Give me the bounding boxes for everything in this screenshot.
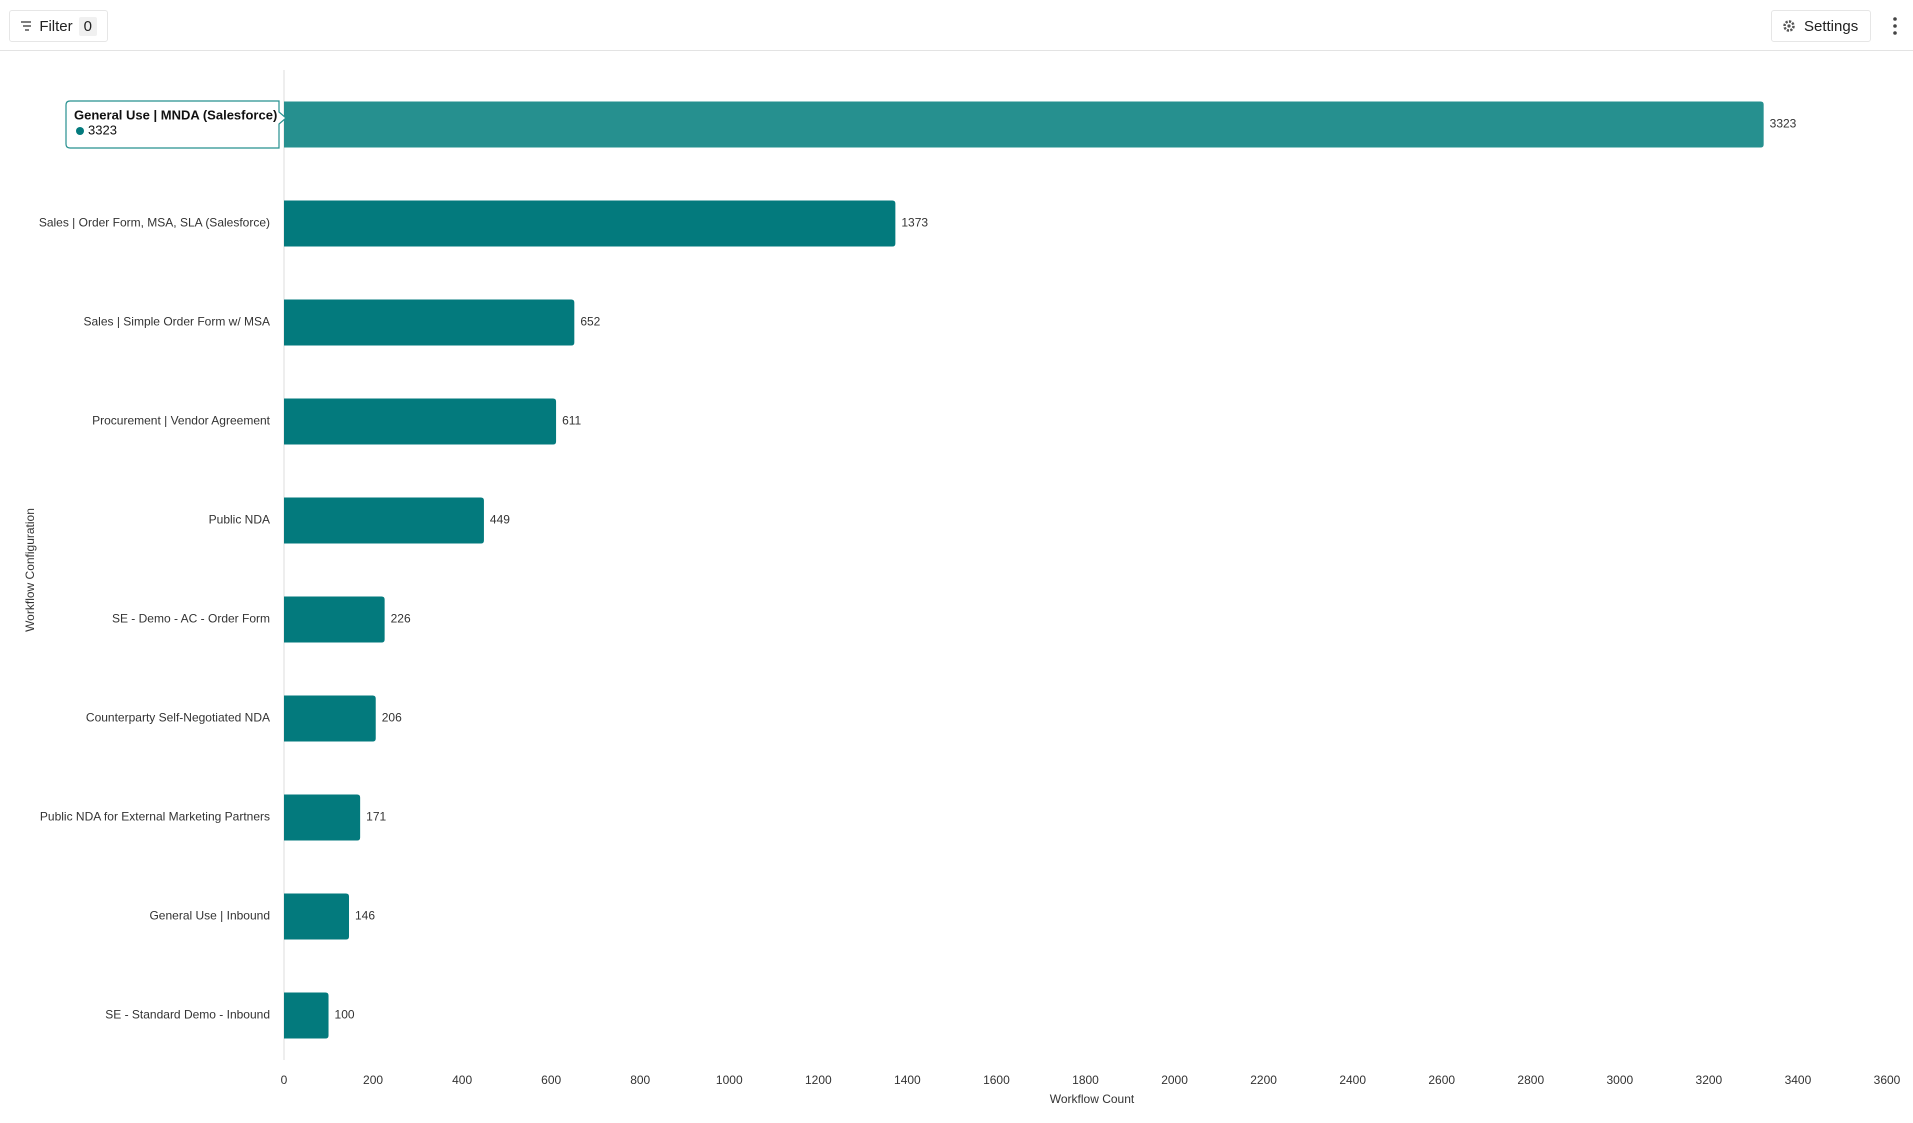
bar (284, 596, 385, 643)
y-axis-title: Workflow Configuration (23, 508, 37, 632)
value-label: 449 (490, 513, 510, 527)
y-tick-label: Sales | Simple Order Form w/ MSA (84, 315, 271, 329)
x-tick-label: 3000 (1606, 1073, 1633, 1087)
x-tick-label: 2600 (1428, 1073, 1455, 1087)
value-label: 611 (562, 414, 581, 428)
x-tick-label: 1800 (1072, 1073, 1099, 1087)
value-label: 3323 (1770, 117, 1797, 131)
bar (284, 695, 376, 742)
bar (284, 893, 350, 940)
x-tick-label: 1600 (983, 1073, 1010, 1087)
y-tick-label: Sales | Order Form, MSA, SLA (Salesforce… (39, 216, 270, 230)
x-tick-label: 2400 (1339, 1073, 1366, 1087)
y-tick-label: SE - Demo - AC - Order Form (112, 612, 270, 626)
x-tick-label: 3200 (1696, 1073, 1723, 1087)
value-label: 652 (580, 315, 600, 329)
tooltip-value: 3323 (88, 122, 117, 137)
filter-button[interactable]: Filter 0 (9, 10, 108, 42)
x-tick-label: 400 (452, 1073, 472, 1087)
x-tick-label: 1200 (805, 1073, 832, 1087)
x-tick-label: 3600 (1874, 1073, 1901, 1087)
x-tick-label: 200 (363, 1073, 383, 1087)
y-tick-label: General Use | Inbound (149, 909, 270, 923)
tooltip: General Use | MNDA (Salesforce) 3323 (65, 100, 287, 149)
x-tick-label: 0 (281, 1073, 288, 1087)
filter-text: Filter (39, 17, 73, 35)
settings-text: Settings (1804, 17, 1859, 35)
y-tick-label: Public NDA for External Marketing Partne… (40, 810, 270, 824)
settings-button[interactable]: Settings (1771, 10, 1871, 42)
value-label: 146 (355, 909, 375, 923)
x-tick-label: 1000 (716, 1073, 743, 1087)
tooltip-box (65, 100, 287, 149)
filter-icon (21, 21, 32, 31)
bar (284, 200, 896, 247)
bar (284, 398, 557, 445)
y-tick-label: Procurement | Vendor Agreement (92, 414, 271, 428)
tooltip-dot (76, 127, 84, 135)
bar (284, 101, 1764, 148)
x-axis-title: Workflow Count (1050, 1092, 1135, 1106)
x-tick-label: 800 (630, 1073, 650, 1087)
value-label: 1373 (901, 216, 928, 230)
x-tick-label: 1400 (894, 1073, 921, 1087)
bar (284, 497, 484, 544)
tooltip-title: General Use | MNDA (Salesforce) (74, 107, 277, 122)
x-tick-label: 2800 (1517, 1073, 1544, 1087)
bar (284, 992, 329, 1039)
y-tick-label: Counterparty Self-Negotiated NDA (86, 711, 270, 725)
value-label: 171 (366, 810, 386, 824)
filter-count: 0 (78, 16, 97, 36)
settings-icon (1783, 20, 1795, 32)
value-label: 206 (382, 711, 402, 725)
y-tick-label: SE - Standard Demo - Inbound (105, 1008, 270, 1022)
toolbar: Filter 0 Settings (0, 0, 1913, 51)
bar (284, 794, 361, 841)
x-tick-label: 2000 (1161, 1073, 1188, 1087)
x-tick-label: 3400 (1785, 1073, 1812, 1087)
more-menu[interactable] (1891, 16, 1899, 36)
value-label: 100 (335, 1008, 355, 1022)
bar (284, 299, 575, 346)
value-label: 226 (391, 612, 411, 626)
y-tick-label: Public NDA (209, 513, 270, 527)
x-tick-label: 600 (541, 1073, 561, 1087)
x-tick-label: 2200 (1250, 1073, 1277, 1087)
